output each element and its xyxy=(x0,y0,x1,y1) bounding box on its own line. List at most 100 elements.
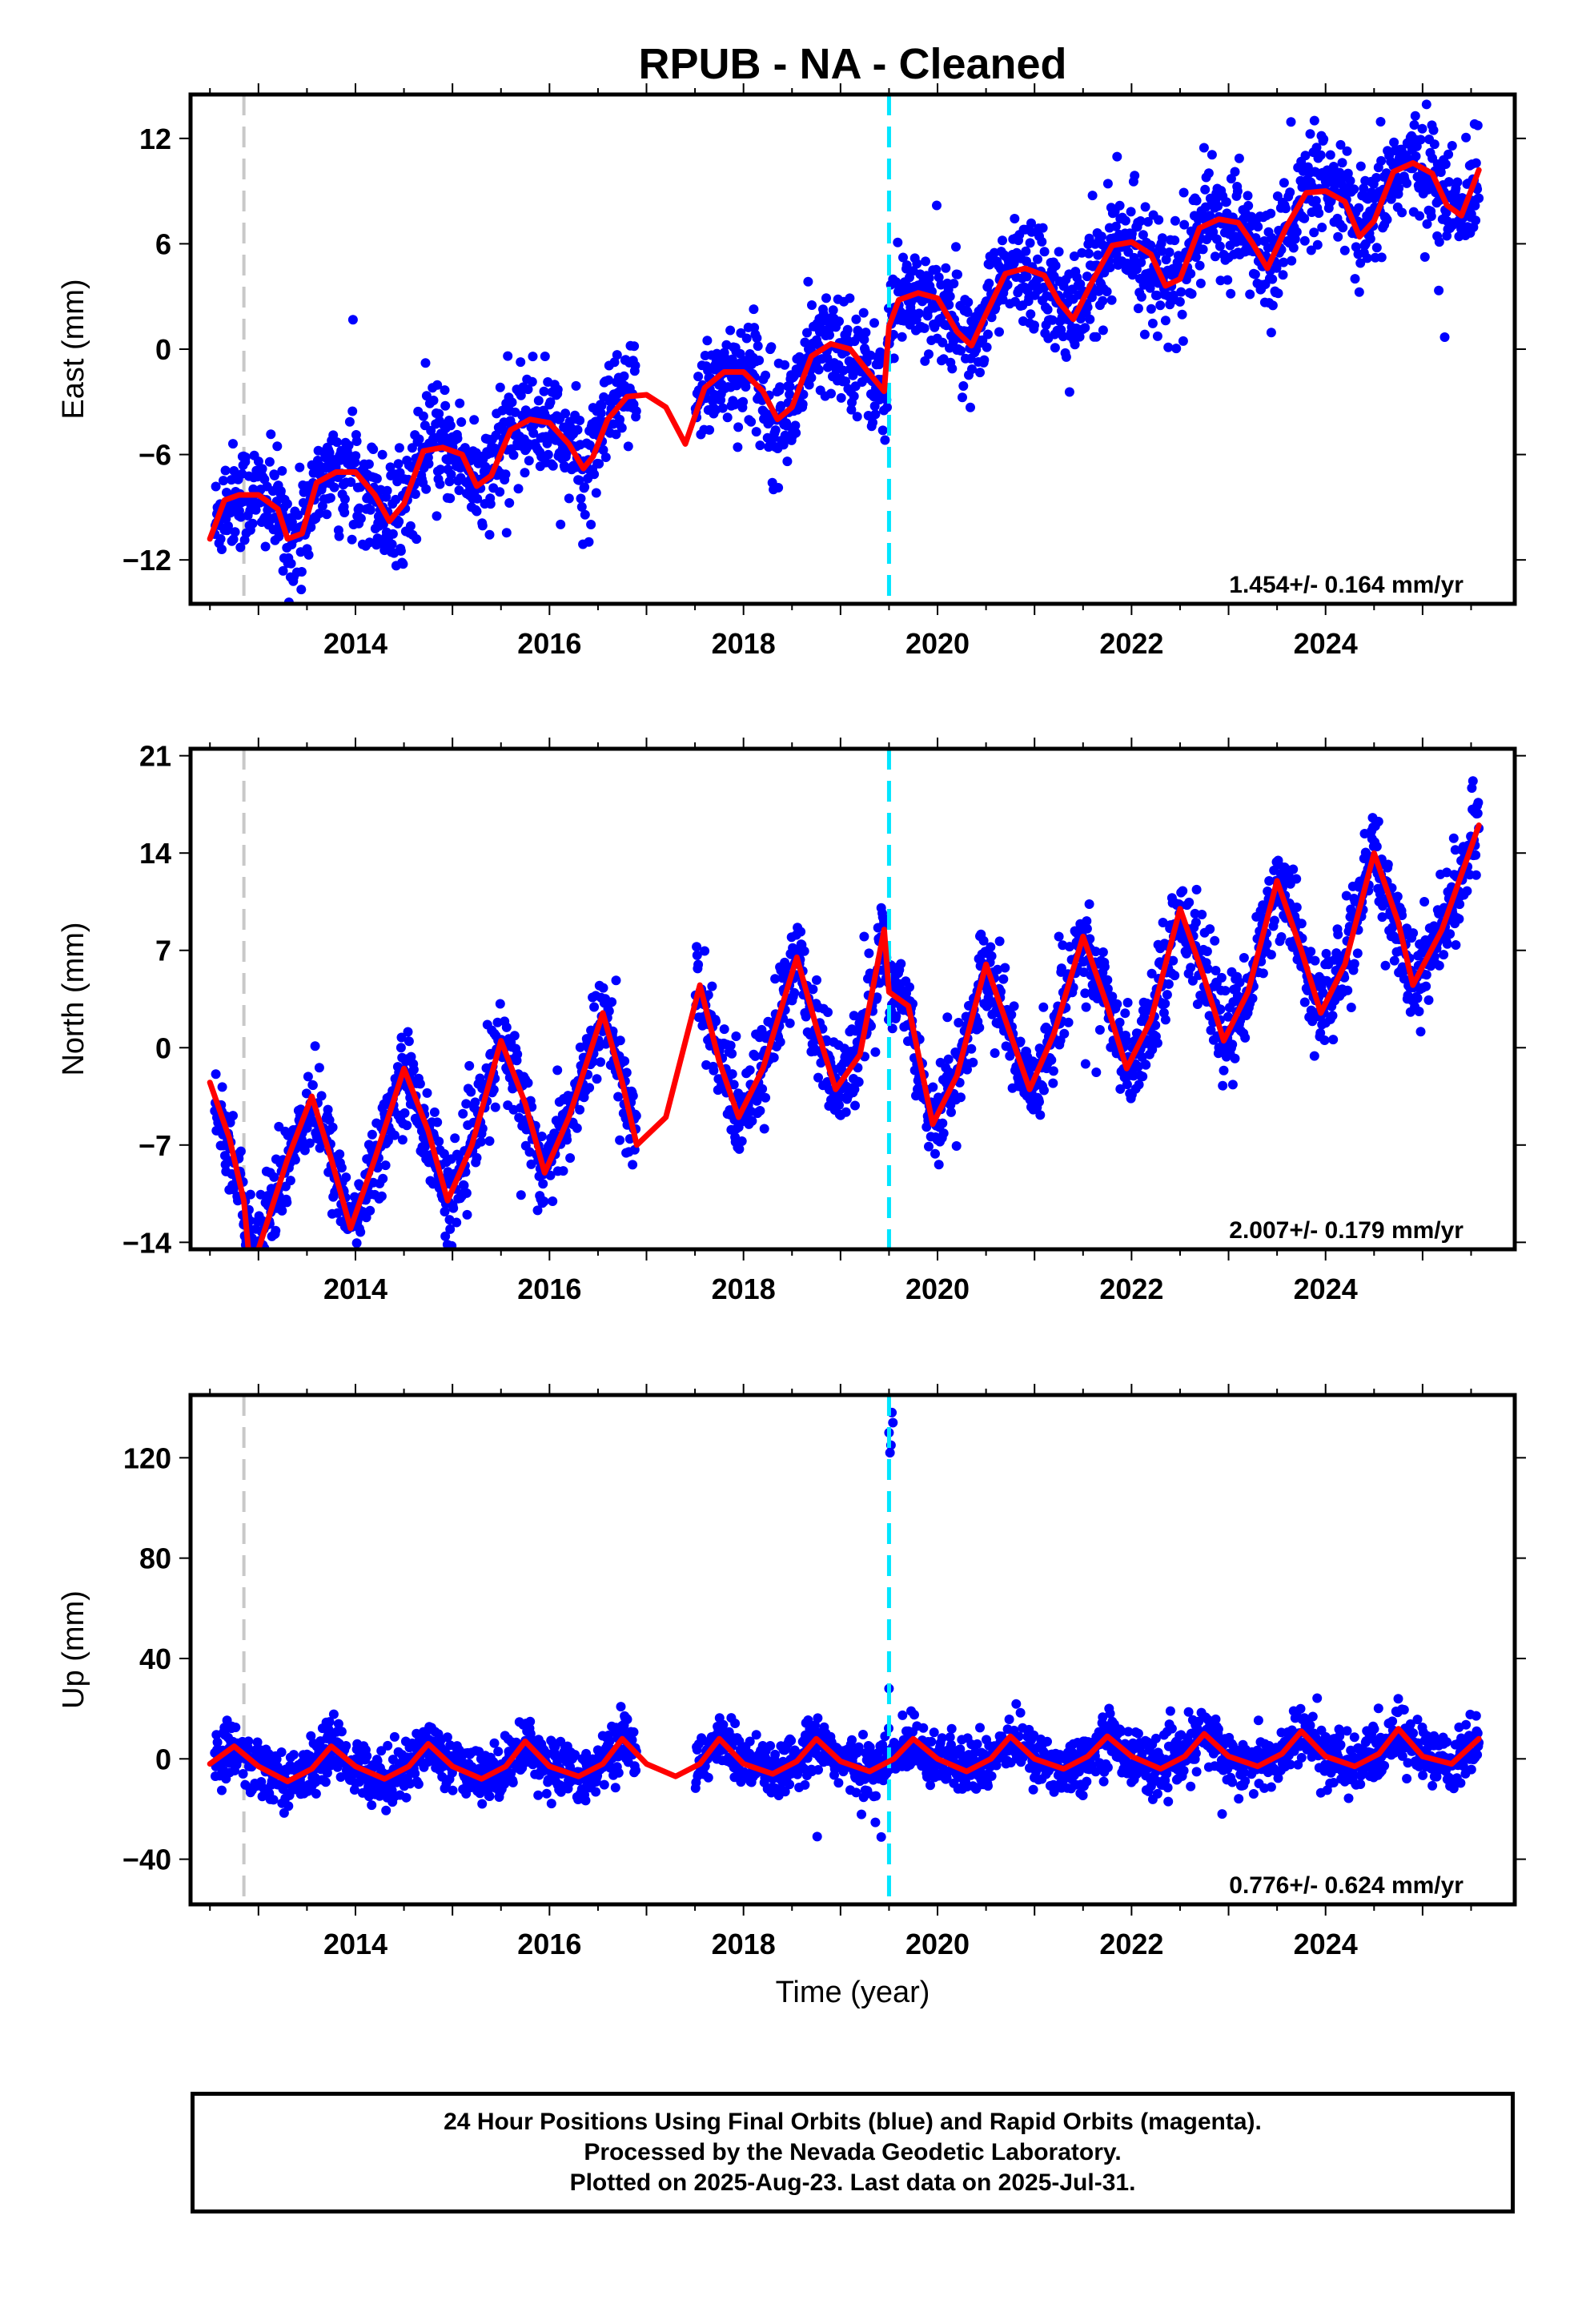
data-point xyxy=(1319,1035,1330,1045)
data-point xyxy=(1176,287,1186,297)
data-point xyxy=(1226,288,1236,299)
data-point xyxy=(945,292,955,302)
data-point xyxy=(729,1080,739,1090)
data-point xyxy=(1266,950,1276,960)
data-point xyxy=(480,461,491,472)
data-point xyxy=(293,510,303,521)
data-point xyxy=(1202,947,1212,956)
data-point xyxy=(1221,197,1231,207)
data-point xyxy=(1085,314,1095,324)
data-point xyxy=(428,396,439,405)
data-point xyxy=(230,527,240,537)
data-point xyxy=(552,1065,563,1076)
data-point xyxy=(1375,117,1386,127)
data-point xyxy=(528,428,539,438)
data-point xyxy=(984,278,994,288)
data-point xyxy=(1253,222,1263,232)
data-point xyxy=(1147,1044,1158,1055)
data-point xyxy=(611,429,621,440)
data-point xyxy=(589,1002,600,1012)
data-point xyxy=(391,494,401,505)
x-tick-label: 2020 xyxy=(905,627,970,660)
data-point xyxy=(495,487,505,497)
data-point xyxy=(355,1227,366,1237)
data-point xyxy=(539,386,549,396)
data-point xyxy=(405,521,416,531)
data-point xyxy=(983,999,993,1010)
data-point xyxy=(1163,979,1174,989)
data-point xyxy=(1120,215,1130,226)
data-point xyxy=(753,341,763,352)
data-point xyxy=(869,318,879,328)
data-point xyxy=(235,542,246,553)
data-point xyxy=(462,1209,472,1220)
data-point xyxy=(558,1166,568,1176)
data-point xyxy=(1434,960,1444,971)
data-point xyxy=(896,959,906,969)
data-point xyxy=(1061,352,1071,362)
data-point xyxy=(432,380,443,390)
data-point xyxy=(378,519,388,529)
data-point xyxy=(1279,178,1289,188)
data-point xyxy=(259,474,270,485)
data-point xyxy=(1383,859,1393,870)
data-point xyxy=(707,981,717,991)
data-point xyxy=(1058,332,1068,342)
data-point xyxy=(454,485,464,496)
data-point xyxy=(1203,963,1213,974)
data-point xyxy=(750,1051,761,1061)
data-point xyxy=(439,1148,449,1159)
data-point xyxy=(393,459,404,469)
data-point xyxy=(243,1251,253,1261)
y-axis-label: East (mm) xyxy=(57,279,90,419)
data-point xyxy=(778,440,789,450)
data-point xyxy=(812,975,821,985)
data-point xyxy=(1080,988,1090,999)
data-point xyxy=(1162,990,1172,1000)
data-point xyxy=(346,477,356,487)
data-point xyxy=(1262,939,1272,949)
data-point xyxy=(269,1172,279,1182)
data-point xyxy=(1397,207,1407,218)
data-point xyxy=(785,1018,795,1028)
data-point xyxy=(1468,776,1478,786)
data-point xyxy=(1299,213,1310,223)
data-point xyxy=(1443,177,1454,187)
data-point xyxy=(217,1785,227,1795)
data-point xyxy=(341,1172,351,1183)
data-point xyxy=(472,493,483,504)
data-point xyxy=(1025,238,1035,248)
data-point xyxy=(575,1104,585,1115)
data-point xyxy=(1137,1052,1147,1062)
data-point xyxy=(1447,141,1457,151)
data-point xyxy=(1170,971,1180,981)
data-point xyxy=(930,1148,940,1159)
data-point xyxy=(1160,1015,1170,1025)
data-point xyxy=(799,946,809,956)
data-point xyxy=(1069,251,1079,261)
data-point xyxy=(306,522,316,533)
data-point xyxy=(217,1082,227,1092)
data-point xyxy=(1133,304,1143,314)
data-point xyxy=(834,316,844,327)
x-tick-label: 2014 xyxy=(323,1928,387,1960)
data-point xyxy=(1362,850,1372,860)
data-point xyxy=(780,360,790,370)
data-point xyxy=(311,1788,321,1799)
data-point xyxy=(268,1795,279,1805)
data-point xyxy=(472,1152,482,1163)
data-point xyxy=(1197,910,1207,919)
data-point xyxy=(1422,219,1432,229)
data-point xyxy=(1098,325,1108,336)
data-point xyxy=(985,259,994,270)
data-point xyxy=(823,1007,833,1017)
data-point xyxy=(1098,296,1108,306)
data-point xyxy=(1473,798,1484,808)
data-point xyxy=(368,444,379,454)
data-point xyxy=(1050,343,1060,353)
data-point xyxy=(722,412,733,423)
data-point xyxy=(528,352,538,362)
data-point xyxy=(845,293,855,304)
data-point xyxy=(1451,940,1461,950)
